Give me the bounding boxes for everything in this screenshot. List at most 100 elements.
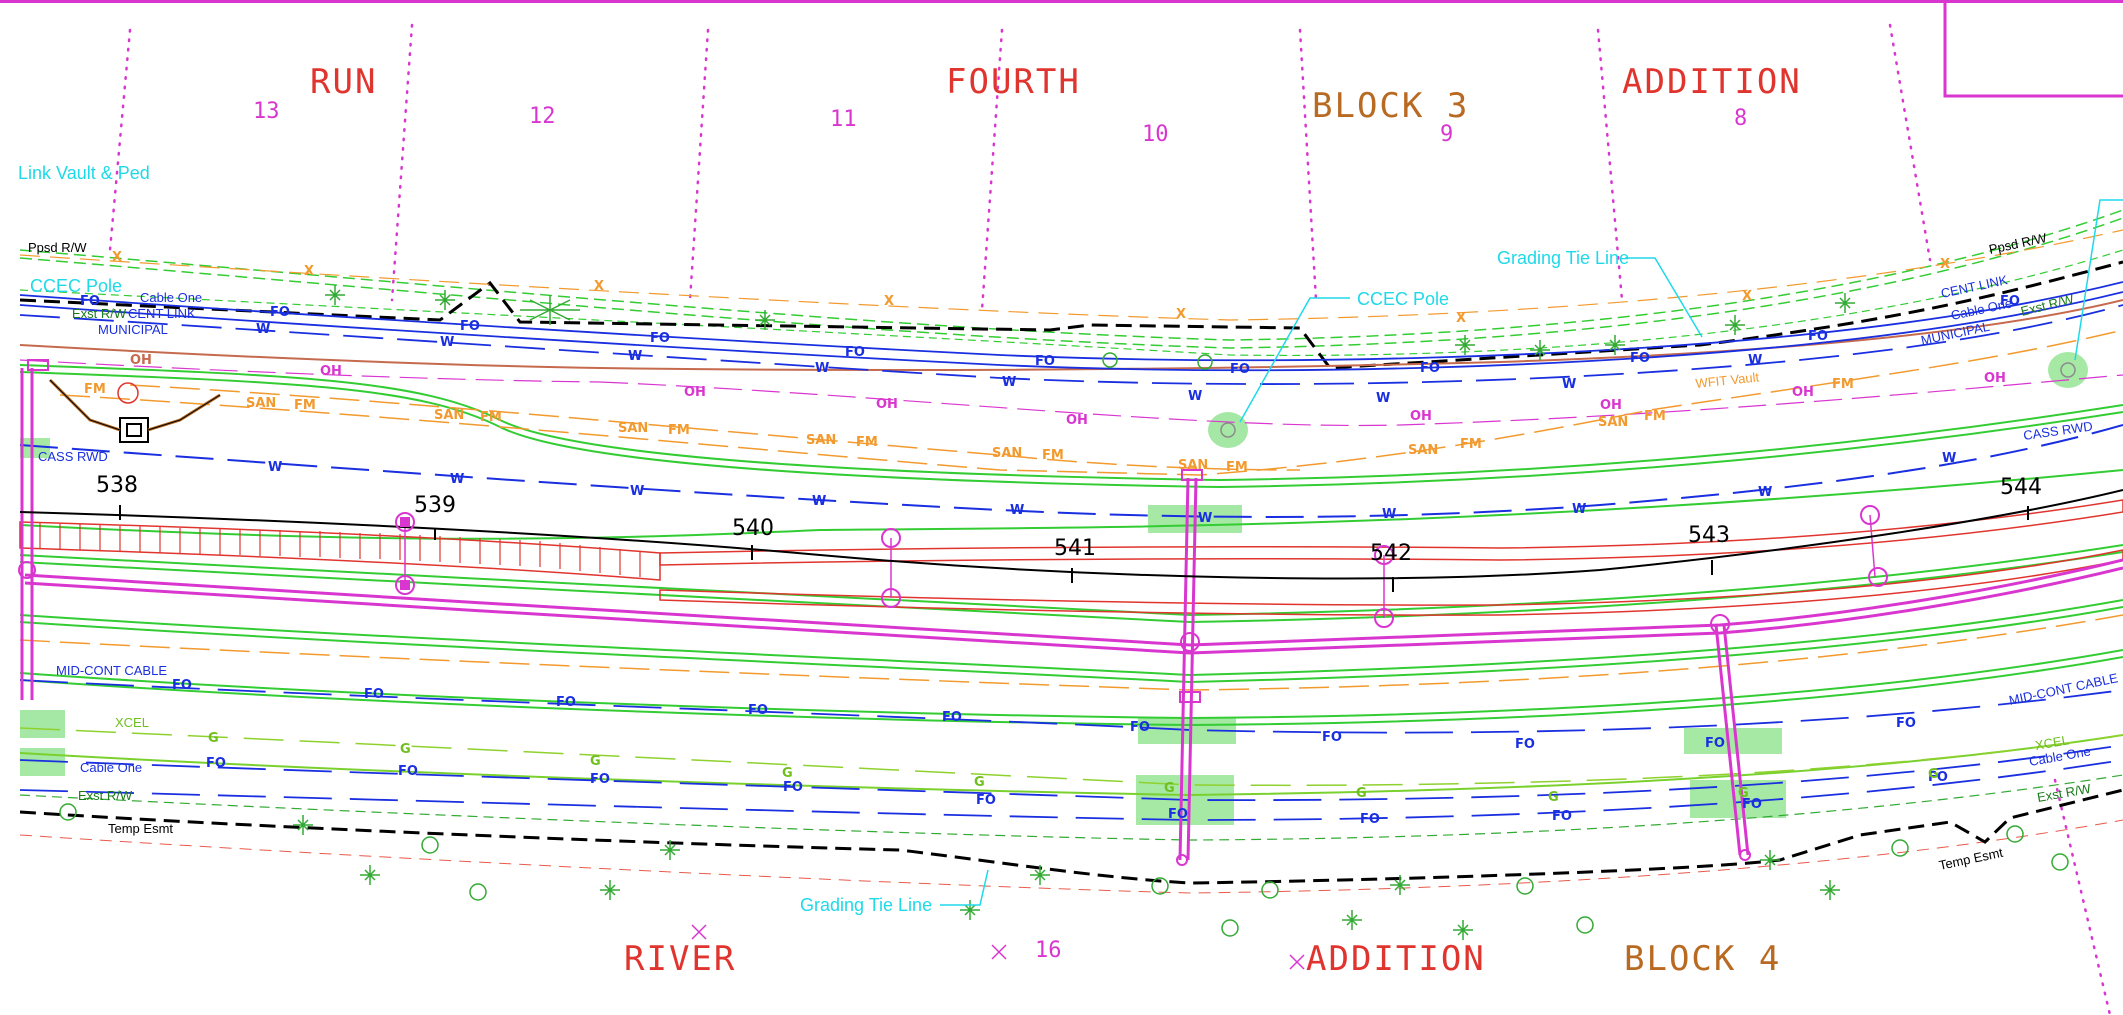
label-temp-esmt-right: Temp Esmt [1938, 845, 2005, 873]
code-san: SAN [992, 446, 1022, 461]
curb-lines [19, 364, 2123, 797]
callout-grading-tie-top: Grading Tie Line [1497, 248, 1629, 268]
code-g: G [1738, 786, 1749, 801]
code-g: G [1548, 790, 1559, 805]
lot-number-11: 11 [830, 107, 857, 132]
code-san: SAN [246, 396, 276, 411]
callout-grading-tie-bottom: Grading Tie Line [800, 895, 932, 915]
code-fm: FM [1644, 409, 1666, 424]
code-x: X [1940, 257, 1950, 272]
label-xcel-right: XCEL [2034, 732, 2070, 753]
grading-tie-lines [19, 260, 2123, 885]
code-x: X [1176, 307, 1186, 322]
code-fo: FO [1808, 329, 1828, 344]
code-fm: FM [294, 398, 316, 413]
code-fm: FM [1042, 448, 1064, 463]
area-label-block4: BLOCK 4 [1624, 939, 1781, 979]
code-fm: FM [480, 410, 502, 425]
callout-ccec-pole-left: CCEC Pole [30, 276, 122, 296]
code-oh: OH [1984, 371, 2006, 386]
code-fo: FO [556, 695, 576, 710]
callout-ccec-pole-mid: CCEC Pole [1357, 289, 1449, 309]
code-w: W [1562, 377, 1576, 392]
code-fo: FO [1322, 730, 1342, 745]
station-542: 542 [1370, 541, 1412, 566]
code-fo: FO [1515, 737, 1535, 752]
code-fo: FO [783, 780, 803, 795]
code-fo: FO [80, 294, 100, 309]
station-baseline [19, 489, 2123, 592]
code-fo: FO [460, 319, 480, 334]
label-exst-rw-bottom-right: Exst R/W [2036, 781, 2093, 805]
code-san: SAN [434, 408, 464, 423]
lot-lines [108, 23, 2112, 1015]
label-ppsd-rw-left: Ppsd R/W [28, 240, 87, 255]
code-fm: FM [668, 423, 690, 438]
code-fo: FO [2000, 294, 2020, 309]
code-w: W [1188, 389, 1202, 404]
code-fo: FO [1130, 720, 1150, 735]
code-w: W [1198, 511, 1212, 526]
code-san: SAN [806, 433, 836, 448]
code-fo: FO [1360, 812, 1380, 827]
sidewalk-hatch-ticks [39, 523, 641, 577]
code-w: W [815, 361, 829, 376]
code-w: W [630, 484, 644, 499]
code-g: G [400, 742, 411, 757]
callout-leaders [940, 199, 2123, 906]
code-w: W [628, 349, 642, 364]
code-fo: FO [650, 331, 670, 346]
valve-marker-icons [691, 924, 1305, 970]
code-w: W [1376, 391, 1390, 406]
area-label-fourth: FOURTH [946, 62, 1081, 102]
code-fm: FM [856, 435, 878, 450]
label-cent-link-left: CENT LINK [128, 306, 196, 321]
label-cable-one-bottom-left: Cable One [80, 760, 142, 775]
code-g: G [1164, 781, 1175, 796]
code-oh: OH [876, 397, 898, 412]
label-exst-rw-bottom-left: Exst R/W [78, 788, 133, 803]
station-539: 539 [414, 493, 456, 518]
gas-line [19, 727, 2123, 787]
lot-number-13: 13 [253, 99, 280, 124]
station-543: 543 [1688, 523, 1730, 548]
code-x: X [594, 279, 604, 294]
code-w: W [1572, 502, 1586, 517]
code-san: SAN [1598, 415, 1628, 430]
code-oh: OH [684, 385, 706, 400]
station-544: 544 [2000, 475, 2042, 500]
station-541: 541 [1054, 536, 1096, 561]
code-fo: FO [590, 772, 610, 787]
code-san: SAN [618, 421, 648, 436]
code-san: SAN [1178, 458, 1208, 473]
label-mid-cont-left: MID-CONT CABLE [56, 663, 167, 678]
code-fo: FO [172, 678, 192, 693]
overhead-power-lines [19, 299, 2123, 427]
code-oh: OH [1066, 413, 1088, 428]
code-w: W [1010, 503, 1024, 518]
callout-link-vault: Link Vault & Ped [18, 163, 150, 183]
code-g: G [1356, 786, 1367, 801]
code-w: W [1748, 353, 1762, 368]
code-g: G [782, 766, 793, 781]
area-label-block3: BLOCK 3 [1312, 86, 1469, 126]
code-fo: FO [1705, 736, 1725, 751]
code-w: W [1382, 507, 1396, 522]
code-x: X [1742, 289, 1752, 304]
code-fo: FO [1630, 351, 1650, 366]
label-temp-esmt-left: Temp Esmt [108, 821, 173, 836]
code-oh: OH [1600, 398, 1622, 413]
code-x: X [1456, 311, 1466, 326]
label-wfit-vault: WFIT Vault [1695, 369, 1760, 391]
code-x: X [884, 294, 894, 309]
lighting-conduit [20, 368, 2123, 861]
code-fo: FO [1552, 809, 1572, 824]
code-g: G [590, 754, 601, 769]
label-cable-one-top-left: Cable One [140, 290, 202, 305]
lot-number-10: 10 [1142, 122, 1169, 147]
code-fo: FO [1230, 362, 1250, 377]
station-540: 540 [732, 516, 774, 541]
title-block-frame [1943, 0, 2123, 98]
lot-number-16: 16 [1035, 938, 1062, 963]
